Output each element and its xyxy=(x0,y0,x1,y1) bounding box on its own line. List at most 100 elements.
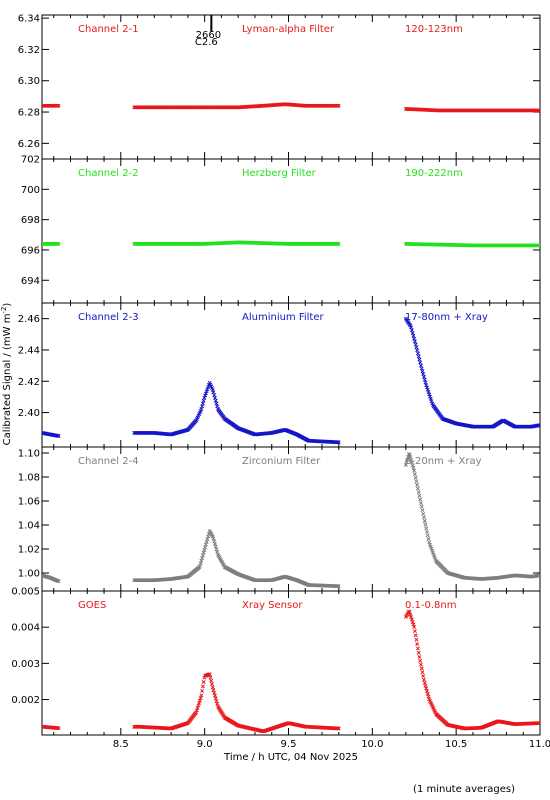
data-point xyxy=(419,366,424,371)
data-point xyxy=(411,333,416,338)
panel-3: 2.40 2.42 2.44 2.46 Channel 2-3 Aluminium Fil… xyxy=(18,302,541,448)
y-tick-label: 0.003 xyxy=(11,659,40,670)
band-label: 120-123nm xyxy=(405,24,463,35)
data-point xyxy=(208,675,213,680)
data-point xyxy=(418,662,423,667)
data-point xyxy=(200,688,205,693)
data-point xyxy=(403,463,408,467)
data-point xyxy=(203,391,208,396)
data-point xyxy=(405,457,410,462)
data-point xyxy=(419,504,424,509)
data-point xyxy=(210,534,215,539)
data-point xyxy=(213,696,218,701)
data-point xyxy=(420,508,425,513)
data-point xyxy=(425,689,429,694)
y-tick-label: 1.08 xyxy=(18,473,40,484)
data-point xyxy=(414,637,419,642)
data-point xyxy=(212,539,217,544)
data-point xyxy=(412,472,417,477)
panel-5: 8.5 9.0 9.5 10.0 10.5 11.0 0.002 0.003 0.004 0.00… xyxy=(11,587,550,751)
y-tick-label: 1.02 xyxy=(18,545,40,556)
data-point xyxy=(412,629,417,633)
data-point xyxy=(422,681,427,685)
data-point xyxy=(415,642,420,647)
y-tick-label: 2.46 xyxy=(18,314,40,325)
data-point xyxy=(422,515,426,520)
data-point xyxy=(205,387,210,392)
data-point xyxy=(420,369,425,374)
data-point xyxy=(335,726,340,731)
data-point xyxy=(412,624,417,629)
y-tick-label: 2.44 xyxy=(18,345,40,356)
data-point xyxy=(214,401,219,406)
data-point xyxy=(418,360,423,365)
y-tick-label: 702 xyxy=(21,155,40,166)
band-label: 190-222nm xyxy=(405,168,463,179)
data-point xyxy=(421,511,426,516)
data-point xyxy=(418,501,423,505)
panel-frame xyxy=(41,446,541,592)
band-label: 17-80nm + Xray xyxy=(405,312,488,323)
channel-label: Channel 2-4 xyxy=(78,456,139,467)
data-point xyxy=(415,351,420,356)
data-point xyxy=(212,393,217,397)
data-point xyxy=(536,243,540,248)
data-point xyxy=(412,336,417,341)
channel-label: Channel 2-2 xyxy=(78,168,139,179)
data-point xyxy=(407,452,412,457)
band-label: 6-20nm + Xray xyxy=(405,456,482,467)
y-tick-label: 6.32 xyxy=(18,45,40,56)
series-points xyxy=(42,452,540,589)
data-point xyxy=(55,103,60,108)
data-point xyxy=(410,331,415,336)
data-point xyxy=(422,374,426,379)
data-point xyxy=(418,658,423,663)
data-point xyxy=(424,686,429,691)
data-point xyxy=(56,434,61,438)
data-point xyxy=(215,404,220,409)
flare-marker-bottom: C2.6 xyxy=(195,37,218,48)
data-point xyxy=(420,670,425,675)
data-point xyxy=(203,393,208,398)
data-point xyxy=(214,547,219,552)
data-point xyxy=(213,395,217,400)
data-point xyxy=(335,584,340,589)
data-point xyxy=(422,519,427,523)
data-point xyxy=(213,541,217,546)
data-point xyxy=(414,479,419,484)
filter-label: Herzberg Filter xyxy=(242,168,317,179)
data-point xyxy=(536,108,540,113)
data-point xyxy=(213,693,217,698)
flare-marker-top: 2660 xyxy=(196,30,221,41)
panel-frame xyxy=(41,590,541,736)
channel-label: GOES xyxy=(78,600,106,611)
data-point xyxy=(203,545,208,550)
data-point xyxy=(198,561,203,566)
data-point xyxy=(414,345,419,350)
data-point xyxy=(537,721,540,726)
data-point xyxy=(199,558,204,563)
data-point xyxy=(419,666,424,671)
panel-2: 694 696 698 700 702 Channel 2-2 Herzberg Filte… xyxy=(21,155,541,304)
data-point xyxy=(215,550,220,554)
filter-label: Zirconium Filter xyxy=(242,456,321,467)
data-point xyxy=(213,398,218,403)
y-tick-label: 0.005 xyxy=(11,587,40,598)
y-tick-label: 1.10 xyxy=(18,449,40,460)
band-label: 0.1-0.8nm xyxy=(405,600,457,611)
data-point xyxy=(201,550,206,555)
data-point xyxy=(415,486,420,491)
data-point xyxy=(409,325,414,330)
data-point xyxy=(56,241,61,246)
data-point xyxy=(421,372,426,377)
data-point xyxy=(201,680,206,684)
data-point xyxy=(335,241,340,246)
data-point xyxy=(336,440,341,445)
footnote: (1 minute averages) xyxy=(413,784,515,795)
data-point xyxy=(200,404,205,409)
data-point xyxy=(215,701,220,706)
data-point xyxy=(417,357,422,362)
y-tick-label: 0.002 xyxy=(11,695,40,706)
x-tick-label: 10.5 xyxy=(445,739,467,750)
